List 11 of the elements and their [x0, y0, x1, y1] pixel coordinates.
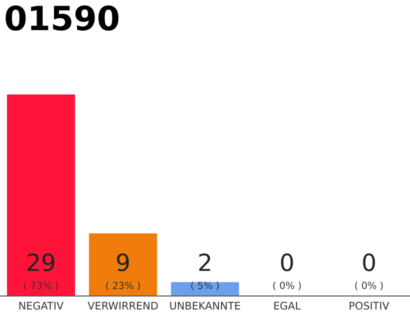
- x-tick-label: NEGATIV: [19, 302, 64, 310]
- data-label: 0 ( 0% ): [273, 253, 301, 290]
- x-tick-label: POSITIV: [350, 302, 390, 310]
- data-label: 29 ( 73% ): [24, 253, 58, 290]
- data-label: 0 ( 0% ): [355, 253, 383, 290]
- data-label: 9 ( 23% ): [106, 253, 140, 290]
- chart-title: 01590: [6, 5, 118, 31]
- x-tick-label: VERWIRREND: [88, 302, 158, 310]
- data-label: 2 ( 5% ): [191, 253, 219, 290]
- x-tick-label: EGAL: [274, 302, 301, 310]
- x-tick-label: UNBEKANNTE: [170, 302, 240, 310]
